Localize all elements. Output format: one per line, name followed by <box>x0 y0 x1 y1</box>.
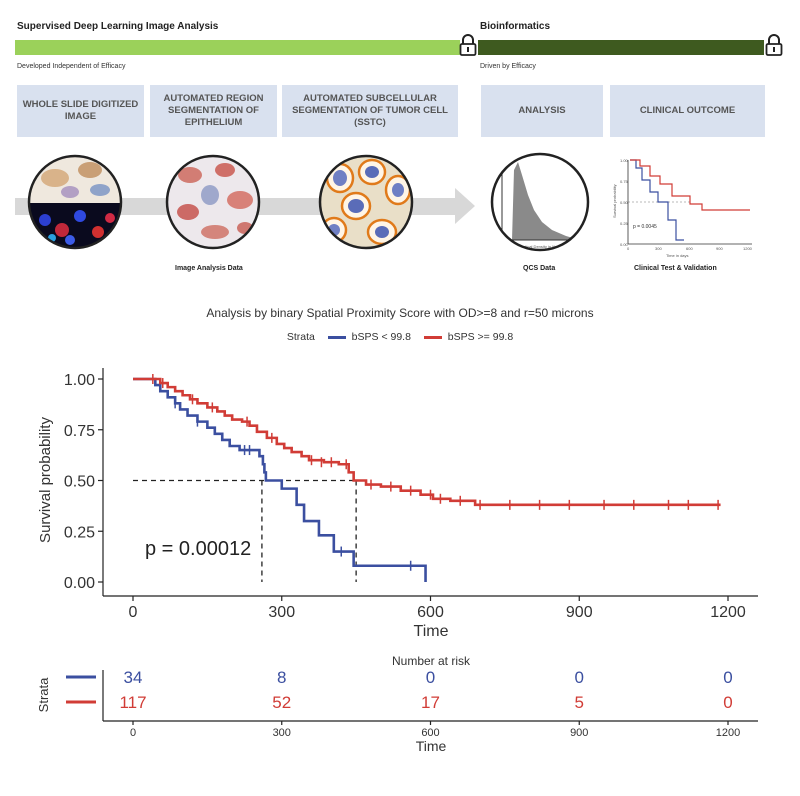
supervised-section-subtitle: Developed Independent of Efficacy <box>17 63 126 70</box>
legend-swatch-blue <box>327 335 346 339</box>
mini-x-tick: 600 <box>686 246 693 251</box>
risk-count: 0 <box>426 668 435 687</box>
risk-count: 5 <box>575 693 584 712</box>
supervised-progress-bar <box>15 40 460 55</box>
qcs-caption: QCS Data <box>523 265 556 272</box>
survival-curve-low <box>133 377 427 582</box>
x-tick-label: 0 <box>129 604 138 621</box>
qcs-histogram-thumbnail: Optical Density in Nucleus <box>490 152 590 252</box>
stage-analysis: ANALYSIS <box>481 85 603 137</box>
stage-region-segmentation: AUTOMATED REGION SEGMENTATION OF EPITHEL… <box>150 85 277 137</box>
stage-subcellular-segmentation: AUTOMATED SUBCELLULAR SEGMENTATION OF TU… <box>282 85 458 137</box>
risk-count: 17 <box>421 693 440 712</box>
x-axis-label: Time <box>414 623 449 640</box>
mini-y-tick: 1.00 <box>620 158 629 163</box>
risk-x-tick-label: 900 <box>570 727 588 739</box>
mini-p-value: p = 0.0045 <box>633 224 657 230</box>
region-segmentation-thumbnail <box>165 154 261 250</box>
risk-x-tick-label: 600 <box>421 727 439 739</box>
pipeline-graphics: Optical Density in Nucleus p = 0.0045 Ti… <box>15 152 755 258</box>
risk-count: 117 <box>119 693 146 712</box>
km-plot-area: 0.00 0.25 0.50 0.75 1.00 0 300 600 900 1200 <box>64 368 758 621</box>
whole-slide-image-thumbnail <box>27 154 123 250</box>
legend-label-low: bSPS < 99.8 <box>351 331 411 344</box>
supervised-section-title: Supervised Deep Learning Image Analysis <box>17 21 219 32</box>
x-tick-label: 1200 <box>710 604 746 621</box>
y-tick-label: 0.75 <box>64 423 95 440</box>
hist-xlabel: Optical Density in Nucleus <box>520 244 567 249</box>
risk-table-xlabel: Time <box>416 738 447 754</box>
y-tick-label: 0.50 <box>64 474 95 491</box>
risk-x-tick-label: 300 <box>273 727 291 739</box>
legend-swatch-red <box>423 335 442 339</box>
p-value-label: p = 0.00012 <box>145 538 251 560</box>
risk-count: 0 <box>723 668 732 687</box>
mini-y-tick: 0.50 <box>620 200 629 205</box>
chart-legend: Strata bSPS < 99.8 bSPS >= 99.8 <box>0 331 800 343</box>
y-tick-label: 0.00 <box>64 575 95 592</box>
mini-xlabel: Time in days <box>666 253 689 258</box>
mini-y-tick: 0.00 <box>620 242 629 247</box>
mini-ylabel: Survival probability <box>612 184 617 218</box>
bioinformatics-section-title: Bioinformatics <box>480 21 551 32</box>
legend-label-high: bSPS >= 99.8 <box>447 331 514 344</box>
stage-clinical-outcome: CLINICAL OUTCOME <box>610 85 765 137</box>
mini-x-tick: 0 <box>627 246 630 251</box>
survival-chart: 0.00 0.25 0.50 0.75 1.00 0 300 600 900 1200 Survi… <box>36 368 758 754</box>
risk-x-tick-label: 1200 <box>716 727 740 739</box>
risk-count: 52 <box>272 693 291 712</box>
y-axis-label: Survival probability <box>37 417 54 543</box>
mini-x-tick: 1200 <box>743 246 753 251</box>
mini-survival-thumbnail: p = 0.0045 Time in days Survival probabi… <box>612 158 755 258</box>
risk-count: 8 <box>277 668 286 687</box>
subcellular-segmentation-thumbnail <box>318 154 414 250</box>
clinical-caption: Clinical Test & Validation <box>634 265 717 272</box>
image-analysis-caption: Image Analysis Data <box>175 265 243 272</box>
lock-icon <box>765 34 783 56</box>
chart-title: Analysis by binary Spatial Proximity Sco… <box>206 306 594 320</box>
mini-x-tick: 900 <box>716 246 723 251</box>
mini-y-tick: 0.25 <box>620 221 629 226</box>
risk-table-title: Number at risk <box>392 654 471 668</box>
y-tick-label: 1.00 <box>64 372 95 389</box>
lock-icon <box>459 34 477 56</box>
risk-x-tick-label: 0 <box>130 727 136 739</box>
risk-count: 0 <box>575 668 584 687</box>
risk-count: 0 <box>723 693 732 712</box>
stage-whole-slide-image: WHOLE SLIDE DIGITIZED IMAGE <box>17 85 144 137</box>
survival-curve-high <box>133 377 721 507</box>
bioinformatics-section-subtitle: Driven by Efficacy <box>480 63 536 70</box>
risk-table: 34 8 0 0 0 117 52 17 5 0 0 300 600 900 1200 <box>66 668 758 739</box>
bioinformatics-progress-bar <box>478 40 764 55</box>
x-tick-label: 300 <box>268 604 295 621</box>
x-tick-label: 900 <box>566 604 593 621</box>
mini-x-tick: 300 <box>655 246 662 251</box>
x-tick-label: 600 <box>417 604 444 621</box>
risk-count: 34 <box>124 668 143 687</box>
mini-y-tick: 0.75 <box>620 179 629 184</box>
legend-title: Strata <box>286 331 315 344</box>
y-tick-label: 0.25 <box>64 524 95 541</box>
risk-table-ylabel: Strata <box>36 677 51 712</box>
